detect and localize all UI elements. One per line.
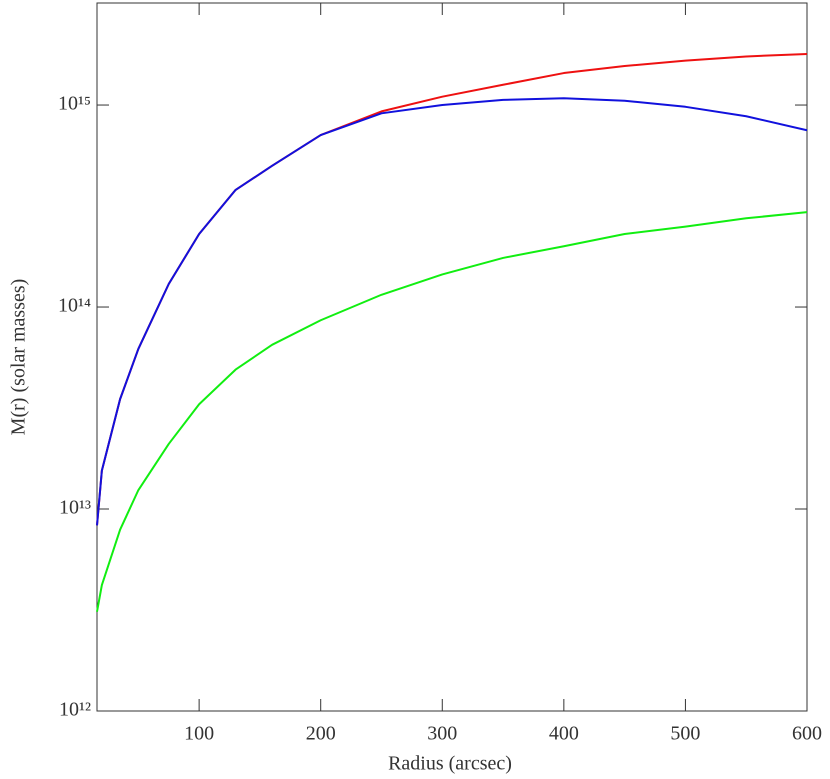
plot-frame: [96, 2, 808, 712]
series-line: [96, 97, 808, 526]
x-tick-label: 300: [427, 723, 457, 745]
y-tick-label: 10¹³: [59, 497, 91, 519]
x-tick-label: 200: [306, 723, 336, 745]
x-tick-label: 400: [549, 723, 579, 745]
series-line: [96, 211, 808, 612]
x-tick-label: 100: [184, 723, 214, 745]
x-tick-label: 500: [670, 723, 700, 745]
x-axis-label: Radius (arcsec): [388, 753, 512, 775]
series-line: [96, 52, 808, 526]
y-tick-label: 10¹⁵: [58, 93, 91, 115]
y-axis-label: M(r) (solar masses): [8, 279, 30, 436]
y-tick-label: 10¹²: [59, 699, 91, 721]
x-tick-label: 600: [792, 723, 822, 745]
y-tick-label: 10¹⁴: [58, 295, 91, 317]
